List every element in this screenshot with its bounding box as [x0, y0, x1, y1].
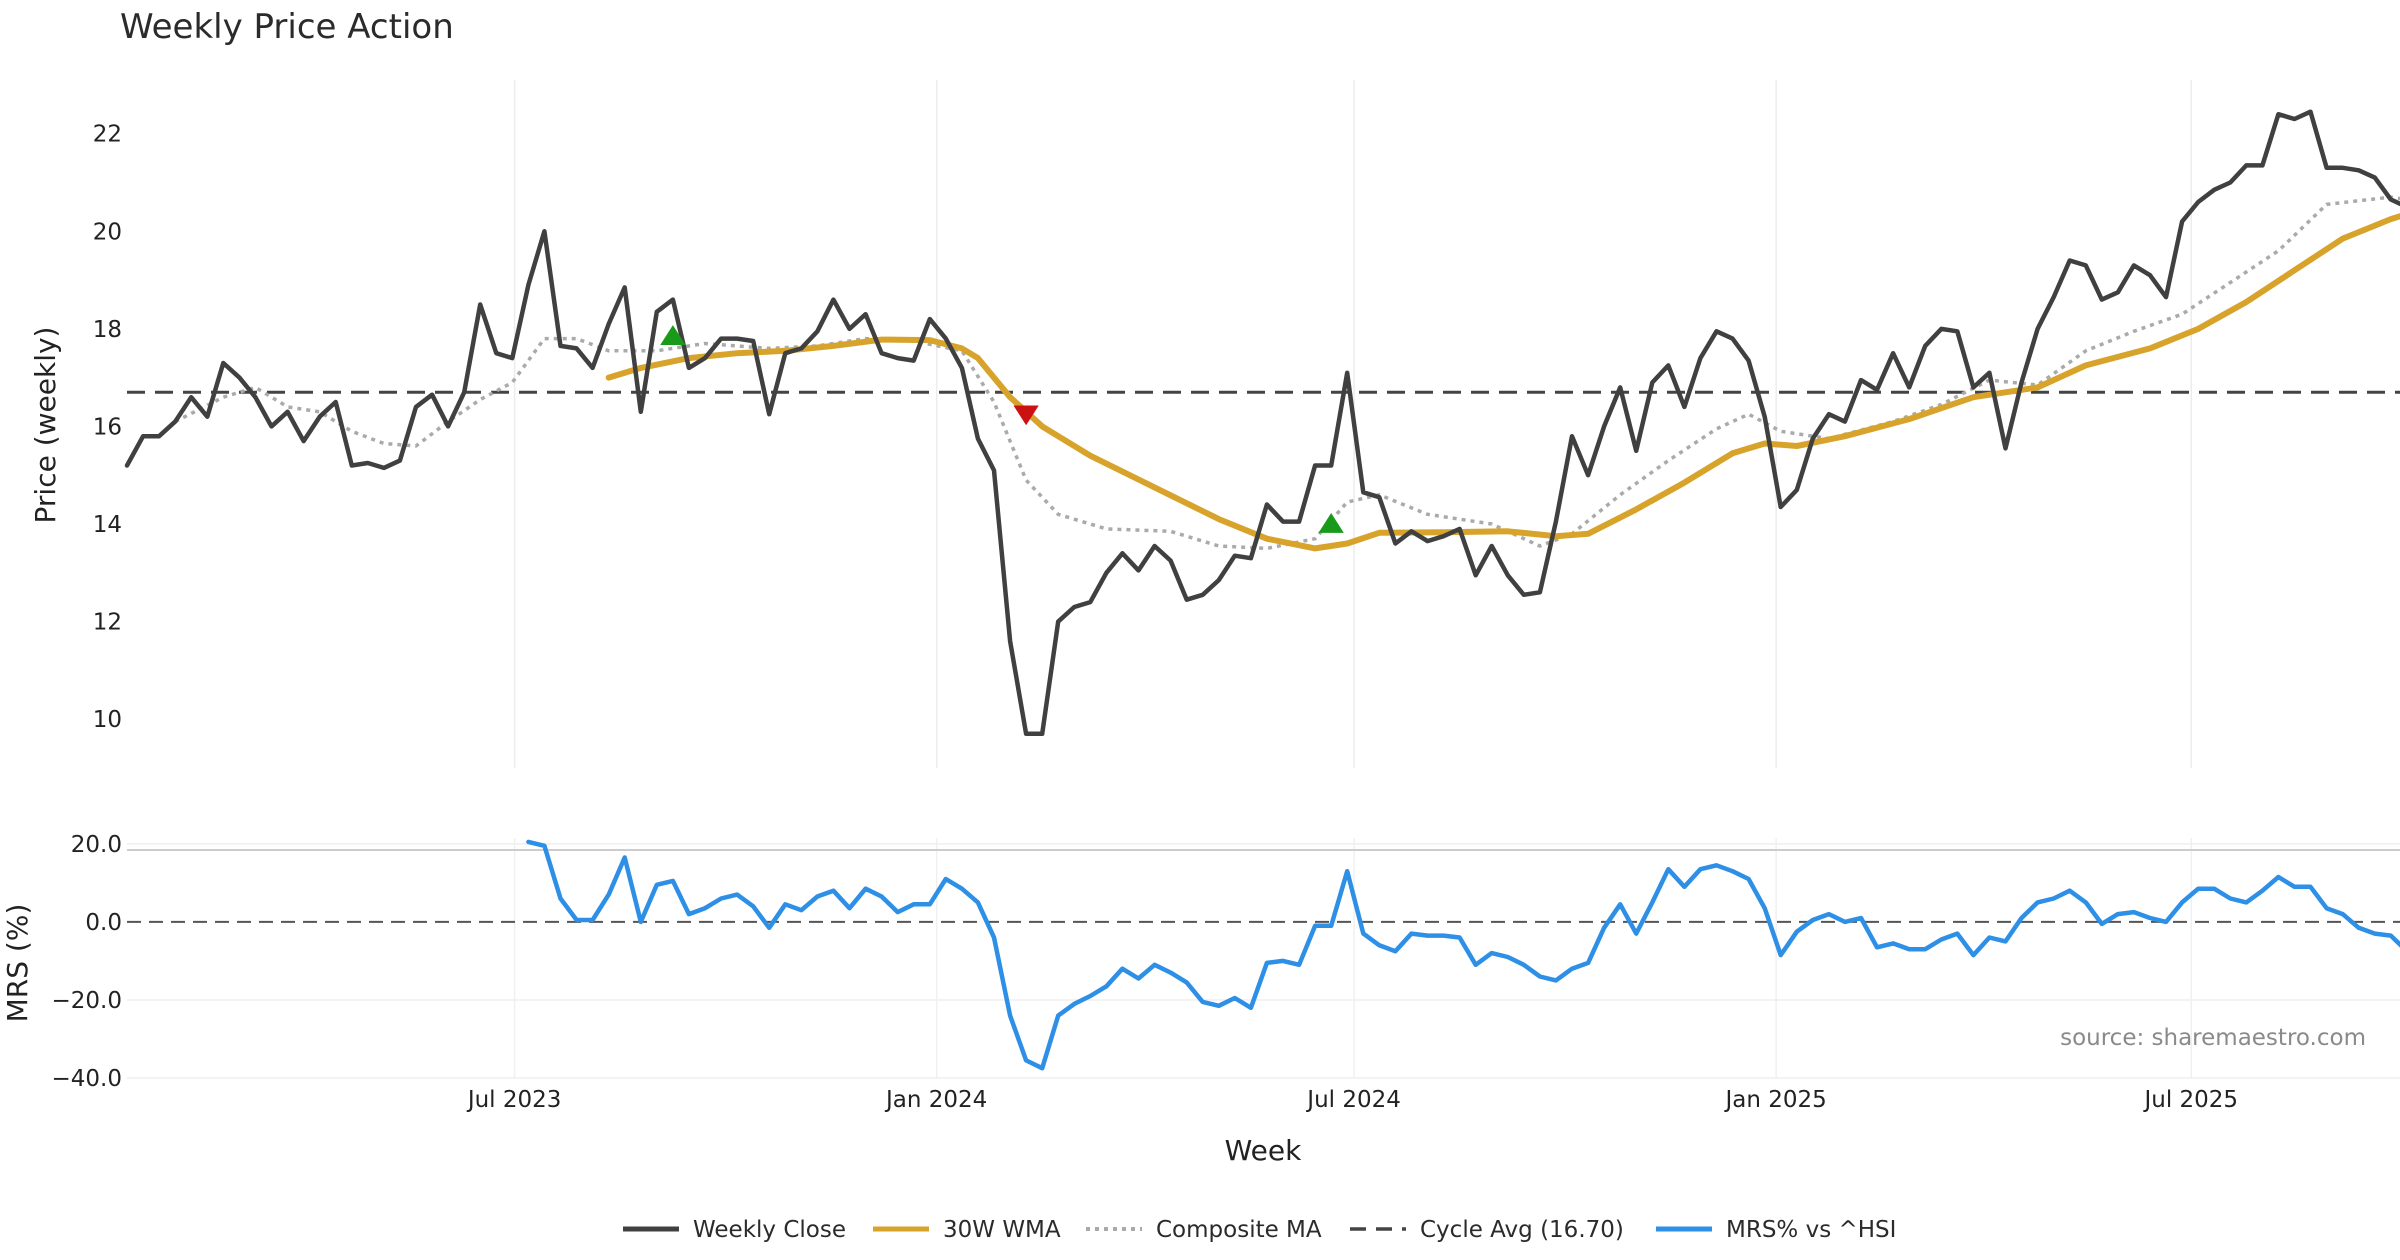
buy-signal-marker [1318, 513, 1344, 533]
sell-signal-marker [1013, 405, 1039, 426]
legend-weekly-close-label: Weekly Close [693, 1217, 846, 1243]
x-axis-label: Week [1225, 1134, 1302, 1167]
price-y-tick-label: 18 [93, 317, 122, 343]
wma-30w-line [605, 213, 2400, 552]
reference-lines [127, 390, 2400, 923]
price-y-tick-label: 16 [93, 414, 122, 440]
legend: Weekly Close 30W WMA Composite MA Cycle Avg… [623, 1217, 1896, 1243]
mrs-y-tick-label: 0.0 [85, 910, 122, 936]
axis-labels: Price (weekly) MRS (%) Week Jul 2023 Jan … [1, 122, 2238, 1167]
legend-30w-wma-label: 30W WMA [943, 1217, 1061, 1243]
mrs-line [526, 839, 2400, 1071]
price-y-tick-label: 14 [93, 512, 122, 538]
price-y-tick-label: 20 [93, 219, 122, 245]
mrs-y-axis-label: MRS (%) [1, 904, 34, 1023]
mrs-y-tick-label: −40.0 [52, 1066, 122, 1092]
source-credit: source: sharemaestro.com [2060, 1025, 2366, 1051]
mrs-y-tick-label: 20.0 [71, 832, 122, 858]
mrs-panel-grid [127, 838, 2400, 1079]
x-tick-label: Jul 2023 [466, 1087, 562, 1113]
composite-ma-line [174, 195, 2400, 551]
mrs-y-tick-label: −20.0 [52, 988, 122, 1014]
legend-mrs-label: MRS% vs ^HSI [1726, 1217, 1896, 1243]
x-tick-label: Jul 2025 [2142, 1087, 2238, 1113]
x-tick-label: Jul 2024 [1305, 1087, 1401, 1113]
weekly-close-line [124, 109, 2400, 737]
signal-markers [660, 325, 1344, 533]
price-y-tick-label: 12 [93, 610, 122, 636]
buy-signal-marker [660, 325, 686, 345]
legend-cycle-avg-label: Cycle Avg (16.70) [1420, 1217, 1624, 1243]
series-layer [124, 109, 2400, 1071]
x-tick-label: Jan 2025 [1723, 1087, 1826, 1113]
legend-composite-ma-label: Composite MA [1156, 1217, 1322, 1243]
x-tick-label: Jan 2024 [884, 1087, 987, 1113]
price-y-axis-label: Price (weekly) [29, 327, 62, 524]
price-y-tick-label: 22 [93, 122, 122, 148]
price-y-tick-label: 10 [93, 707, 122, 733]
chart-title: Weekly Price Action [120, 7, 454, 47]
